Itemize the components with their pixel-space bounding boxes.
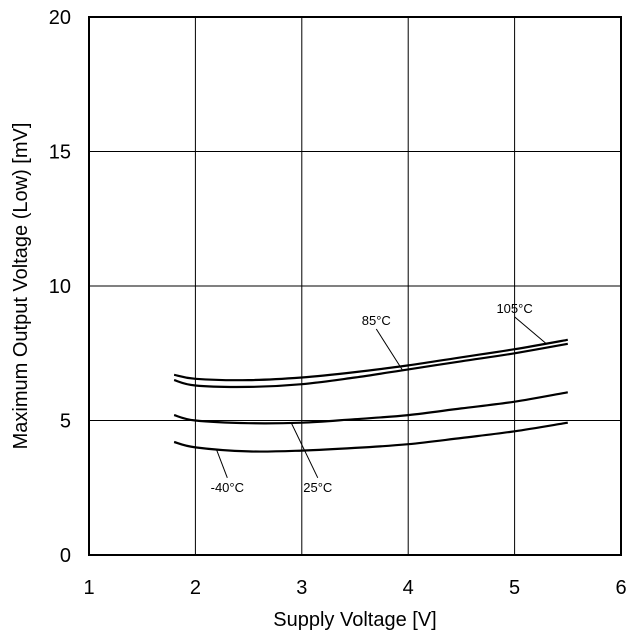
annotation-label: 25°C bbox=[303, 480, 332, 495]
x-tick-label: 3 bbox=[296, 577, 307, 599]
x-tick-label: 5 bbox=[509, 577, 520, 599]
annotation-leader bbox=[514, 316, 547, 345]
annotation-leader bbox=[290, 422, 319, 479]
y-tick-label: 0 bbox=[60, 545, 71, 567]
y-tick-labels: 0 5 10 15 20 bbox=[49, 7, 71, 567]
grid-lines bbox=[89, 17, 621, 555]
x-tick-label: 1 bbox=[83, 577, 94, 599]
x-tick-label: 4 bbox=[403, 577, 414, 599]
annotation-label: -40°C bbox=[211, 480, 244, 495]
annotation-leaders bbox=[216, 316, 547, 479]
series-line-0 bbox=[173, 338, 568, 382]
annotation-labels: 105°C 85°C 25°C -40°C bbox=[211, 301, 533, 495]
y-tick-label: 10 bbox=[49, 276, 71, 298]
series-lines bbox=[173, 338, 568, 453]
y-tick-label: 5 bbox=[60, 411, 71, 433]
series-line-3 bbox=[173, 421, 568, 453]
series-line-1 bbox=[173, 342, 568, 389]
y-tick-label: 15 bbox=[49, 142, 71, 164]
x-tick-label: 2 bbox=[190, 577, 201, 599]
annotation-leader bbox=[375, 328, 404, 372]
series-line-2 bbox=[173, 391, 568, 425]
annotation-label: 105°C bbox=[496, 301, 532, 316]
x-tick-label: 6 bbox=[615, 577, 626, 599]
x-tick-labels: 1 2 3 4 5 6 bbox=[83, 577, 626, 599]
x-axis-title: Supply Voltage [V] bbox=[273, 609, 436, 631]
plot-area-frame bbox=[88, 16, 622, 556]
annotation-label: 85°C bbox=[362, 313, 391, 328]
y-tick-label: 20 bbox=[49, 7, 71, 29]
annotation-leader bbox=[216, 449, 228, 478]
y-axis-title: Maximum Output Voltage (Low) [mV] bbox=[10, 123, 32, 450]
